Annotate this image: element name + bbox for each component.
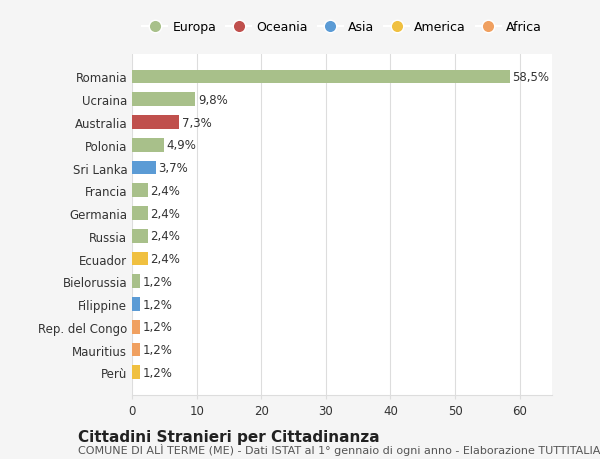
Bar bbox=[132, 366, 140, 379]
Bar bbox=[132, 252, 148, 266]
Bar bbox=[132, 320, 140, 334]
Text: 1,2%: 1,2% bbox=[142, 343, 172, 356]
Bar bbox=[132, 116, 179, 129]
Text: 2,4%: 2,4% bbox=[150, 185, 180, 197]
Text: 2,4%: 2,4% bbox=[150, 207, 180, 220]
Text: 2,4%: 2,4% bbox=[150, 252, 180, 265]
Bar bbox=[132, 275, 140, 289]
Text: 7,3%: 7,3% bbox=[182, 116, 212, 129]
Text: 3,7%: 3,7% bbox=[158, 162, 188, 174]
Text: 1,2%: 1,2% bbox=[142, 298, 172, 311]
Legend: Europa, Oceania, Asia, America, Africa: Europa, Oceania, Asia, America, Africa bbox=[139, 17, 545, 38]
Text: Cittadini Stranieri per Cittadinanza: Cittadini Stranieri per Cittadinanza bbox=[78, 429, 380, 444]
Text: COMUNE DI ALÌ TERME (ME) - Dati ISTAT al 1° gennaio di ogni anno - Elaborazione : COMUNE DI ALÌ TERME (ME) - Dati ISTAT al… bbox=[78, 443, 600, 455]
Text: 9,8%: 9,8% bbox=[198, 94, 227, 106]
Bar bbox=[132, 93, 196, 107]
Bar bbox=[132, 71, 510, 84]
Bar bbox=[132, 139, 164, 152]
Bar bbox=[132, 207, 148, 220]
Text: 1,2%: 1,2% bbox=[142, 320, 172, 334]
Bar bbox=[132, 184, 148, 198]
Bar bbox=[132, 161, 156, 175]
Bar bbox=[132, 343, 140, 357]
Bar bbox=[132, 297, 140, 311]
Text: 4,9%: 4,9% bbox=[166, 139, 196, 152]
Text: 1,2%: 1,2% bbox=[142, 275, 172, 288]
Text: 58,5%: 58,5% bbox=[512, 71, 550, 84]
Text: 1,2%: 1,2% bbox=[142, 366, 172, 379]
Text: 2,4%: 2,4% bbox=[150, 230, 180, 243]
Bar bbox=[132, 230, 148, 243]
